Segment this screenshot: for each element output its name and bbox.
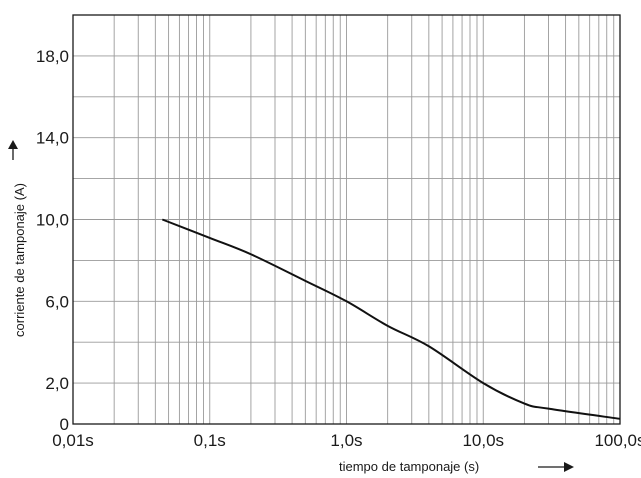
y-tick-label: 6,0: [45, 292, 69, 311]
y-axis-title: corriente de tamponaje (A): [12, 183, 27, 337]
y-tick-label: 18,0: [36, 47, 69, 66]
y-tick-label: 2,0: [45, 374, 69, 393]
x-tick-label: 0,01s: [52, 431, 94, 450]
x-tick-label: 0,1s: [194, 431, 226, 450]
x-tick-label: 100,0s: [594, 431, 641, 450]
y-axis-ticks: 0 2,0 6,0 10,0 14,0 18,0: [36, 47, 69, 434]
y-tick-label: 14,0: [36, 129, 69, 148]
grid: [73, 15, 620, 424]
x-axis-ticks: 0,01s 0,1s 1,0s 10,0s 100,0s: [52, 431, 641, 450]
x-tick-label: 1,0s: [330, 431, 362, 450]
plot-frame: [72, 14, 621, 425]
series-line: [161, 218, 621, 420]
y-axis-arrow: [8, 140, 18, 160]
x-tick-label: 10,0s: [462, 431, 504, 450]
x-axis-arrow: [538, 462, 574, 472]
y-tick-label: 0: [60, 415, 69, 434]
series-group: [161, 218, 621, 420]
y-tick-label: 10,0: [36, 211, 69, 230]
x-axis-title: tiempo de tamponaje (s): [339, 459, 479, 474]
